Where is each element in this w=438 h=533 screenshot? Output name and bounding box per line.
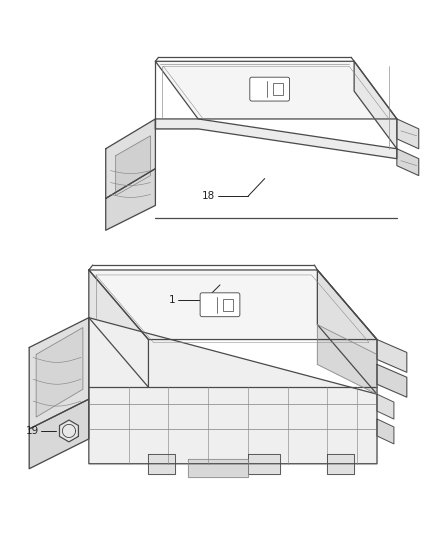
Polygon shape bbox=[188, 459, 248, 477]
Text: 1: 1 bbox=[169, 295, 175, 305]
Polygon shape bbox=[377, 365, 407, 397]
Polygon shape bbox=[155, 61, 397, 119]
Polygon shape bbox=[36, 328, 83, 417]
Bar bbox=[273, 83, 283, 95]
Polygon shape bbox=[29, 399, 89, 469]
Polygon shape bbox=[248, 454, 279, 474]
Bar bbox=[223, 299, 233, 311]
FancyBboxPatch shape bbox=[200, 293, 240, 317]
Polygon shape bbox=[377, 394, 394, 419]
Polygon shape bbox=[60, 420, 78, 442]
Polygon shape bbox=[397, 119, 419, 149]
Polygon shape bbox=[377, 419, 394, 444]
Text: 18: 18 bbox=[202, 191, 215, 201]
Polygon shape bbox=[106, 168, 155, 230]
Polygon shape bbox=[155, 119, 397, 159]
FancyBboxPatch shape bbox=[250, 77, 290, 101]
Polygon shape bbox=[318, 270, 377, 394]
Polygon shape bbox=[89, 270, 377, 340]
Text: 19: 19 bbox=[26, 426, 39, 436]
Polygon shape bbox=[29, 318, 89, 429]
Polygon shape bbox=[89, 270, 148, 387]
Polygon shape bbox=[106, 119, 155, 198]
Polygon shape bbox=[89, 318, 377, 464]
Polygon shape bbox=[397, 149, 419, 175]
Polygon shape bbox=[377, 340, 407, 373]
Polygon shape bbox=[148, 454, 175, 474]
Polygon shape bbox=[318, 325, 377, 394]
Polygon shape bbox=[116, 136, 150, 196]
Polygon shape bbox=[327, 454, 354, 474]
Polygon shape bbox=[354, 61, 397, 149]
